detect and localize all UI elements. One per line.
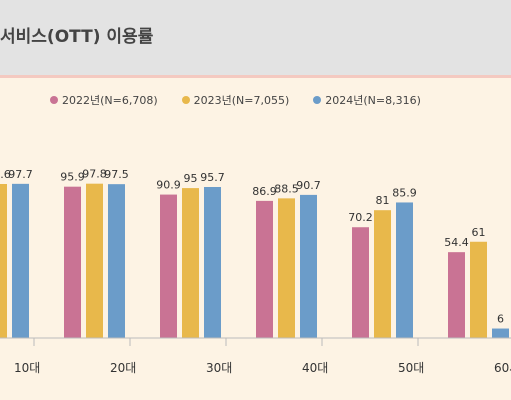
- bar: [278, 198, 295, 338]
- bar: [204, 186, 221, 338]
- bar: [374, 210, 391, 338]
- bar: [470, 241, 487, 338]
- bar: [64, 186, 81, 338]
- legend-label: 2022년(N=6,708): [62, 94, 158, 107]
- data-label: 97.8: [82, 168, 107, 181]
- data-label: 95: [184, 172, 198, 185]
- bar: [492, 328, 509, 338]
- data-label: 70.2: [348, 211, 373, 224]
- data-label: 54.4: [444, 236, 469, 249]
- bar: [448, 252, 465, 338]
- data-label: 97.7: [8, 168, 33, 181]
- data-label: 95.7: [200, 171, 225, 184]
- data-label: 95.9: [60, 171, 85, 184]
- data-label: 88.5: [274, 182, 299, 195]
- legend-item-2022: 2022년(N=6,708): [50, 92, 158, 108]
- x-tick-label: 10대: [14, 361, 40, 375]
- header-band: 서비스(OTT) 이용률: [0, 0, 511, 78]
- legend-label: 2024년(N=8,316): [325, 94, 421, 107]
- legend-label: 2023년(N=7,055): [193, 94, 290, 107]
- data-label: 85.9: [392, 186, 417, 199]
- bar: [300, 194, 317, 338]
- bar: [182, 188, 199, 338]
- x-tick-label: 20대: [110, 361, 136, 375]
- chart-title: 서비스(OTT) 이용률: [0, 27, 154, 47]
- data-label: 81: [376, 194, 390, 207]
- legend-dot: [313, 96, 322, 104]
- x-tick-label: 50대: [398, 361, 424, 375]
- legend-item-2024: 2024년(N=8,316): [313, 92, 421, 108]
- bar: [12, 183, 29, 338]
- x-tick-label: 30대: [206, 361, 232, 375]
- bar: [0, 184, 7, 338]
- bar: [86, 183, 103, 338]
- data-label: 6: [497, 313, 504, 326]
- data-label: 61: [472, 226, 486, 239]
- data-label: 97.5: [104, 168, 129, 181]
- legend-item-2023: 2023년(N=7,055): [181, 92, 290, 108]
- legend-dot: [181, 96, 190, 104]
- x-tick-label: 40대: [302, 361, 328, 375]
- bar: [352, 227, 369, 338]
- bar: [108, 184, 125, 338]
- legend-dot: [50, 96, 58, 104]
- bar: [396, 202, 413, 338]
- data-label: 86.9: [252, 185, 277, 198]
- data-label: 90.9: [156, 179, 181, 192]
- legend: 2022년(N=6,708) 2023년(N=7,055) 2024년(N=8,…: [50, 92, 421, 108]
- bar: [160, 194, 177, 338]
- x-tick-label: 60세 이상: [494, 361, 511, 375]
- bar: [256, 200, 273, 338]
- data-label: 97.6: [0, 168, 11, 181]
- data-label: 90.7: [296, 179, 321, 192]
